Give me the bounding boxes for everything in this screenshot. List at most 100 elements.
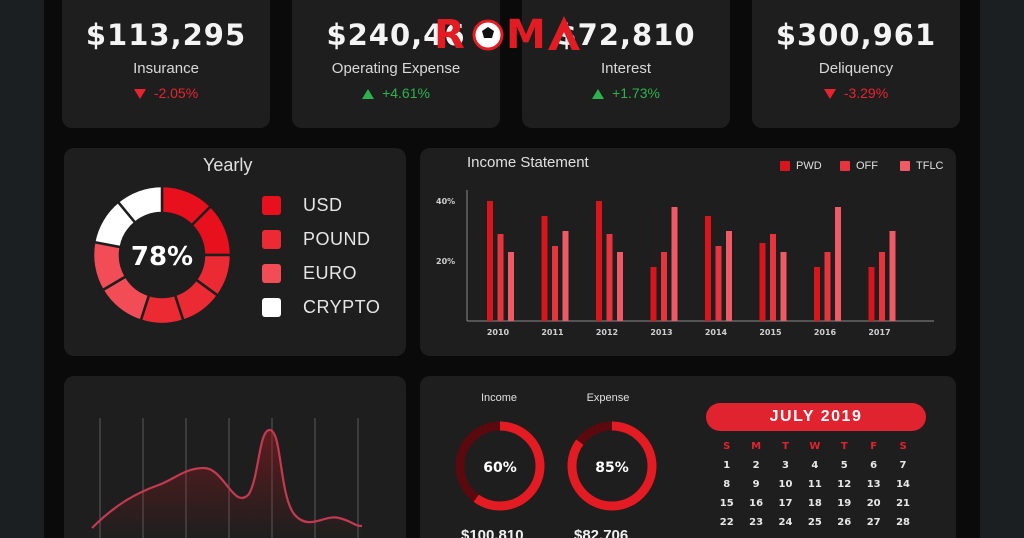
bar-off-2014 <box>715 246 722 321</box>
bar-tflc-2013 <box>671 207 678 321</box>
calendar-day[interactable]: 1 <box>723 460 731 471</box>
calendar-day[interactable]: 21 <box>896 498 910 509</box>
expense-ring-label: Expense <box>586 392 630 404</box>
calendar-day[interactable]: 9 <box>752 479 760 490</box>
income-statement-bar-chart: 20% 40% 2010 2011 2012 2013 2014 2015 2016 2017 <box>436 190 934 337</box>
calendar-day[interactable]: 22 <box>719 517 734 528</box>
bar-tflc-2017 <box>889 231 896 321</box>
kpi-card-insurance[interactable]: $113,295 Insurance -2.05% <box>62 0 270 128</box>
yearly-title: Yearly <box>203 155 253 175</box>
calendar-day[interactable]: 7 <box>899 460 907 471</box>
legend-label: TFLC <box>916 160 944 172</box>
kpi-delta: +1.73% <box>522 85 730 101</box>
right-edge-strip <box>980 0 1024 538</box>
income-amount: $100,810 <box>461 527 524 538</box>
bar-pwd-2017 <box>868 267 875 321</box>
calendar-day[interactable]: 27 <box>866 517 881 528</box>
x-tick-label: 2016 <box>814 328 837 337</box>
legend-swatch <box>780 161 790 171</box>
kpi-value: $300,961 <box>775 18 937 52</box>
calendar-day[interactable]: 19 <box>837 498 852 509</box>
calendar-day[interactable]: 3 <box>781 460 789 471</box>
kpi-value: $72,810 <box>556 18 696 52</box>
calendar-week-row: 22 23 24 25 26 27 28 <box>712 513 918 532</box>
calendar-day[interactable]: 14 <box>896 479 910 490</box>
bar-off-2010 <box>497 234 504 321</box>
bar-tflc-2011 <box>562 231 569 321</box>
legend-item-pwd: PWD <box>780 160 822 172</box>
bar-pwd-2015 <box>759 243 766 321</box>
bar-tflc-2010 <box>508 252 514 321</box>
calendar-day[interactable]: 23 <box>749 517 764 528</box>
bar-tflc-2012 <box>617 252 623 321</box>
weekday-label: W <box>809 441 821 452</box>
x-tick-label: 2015 <box>759 328 782 337</box>
bar-off-2013 <box>661 252 667 321</box>
legend-label: USD <box>303 194 343 215</box>
bar-off-2017 <box>879 252 885 321</box>
x-tick-label: 2014 <box>705 328 728 337</box>
bar-off-2012 <box>606 234 613 321</box>
y-tick-label: 40% <box>436 197 455 206</box>
legend-swatch <box>262 263 281 283</box>
calendar-day[interactable]: 18 <box>807 498 822 509</box>
calendar-week-row: 15 16 17 18 19 20 21 <box>712 494 918 513</box>
legend-item-crypto: CRYPTO <box>262 297 380 317</box>
legend-label: PWD <box>796 160 822 172</box>
up-arrow-icon <box>592 89 605 100</box>
calendar-day[interactable]: 8 <box>723 479 731 490</box>
calendar-day[interactable]: 4 <box>811 460 819 471</box>
weekday-label: S <box>899 441 907 452</box>
income-ring-value: 60% <box>483 460 517 476</box>
kpi-label: Insurance <box>133 60 199 77</box>
bar-pwd-2013 <box>650 267 657 321</box>
calendar-month-header[interactable]: JULY 2019 <box>706 403 926 431</box>
calendar-day[interactable]: 2 <box>752 460 760 471</box>
legend-item-euro: EURO <box>262 263 357 283</box>
bar-pwd-2010 <box>487 201 493 321</box>
kpi-card-deliquency[interactable]: $300,961 Deliquency -3.29% <box>752 0 960 128</box>
kpi-delta: -3.29% <box>752 85 960 101</box>
kpi-delta: -2.05% <box>62 85 270 101</box>
trend-line <box>91 428 363 529</box>
x-tick-label: 2011 <box>541 328 564 337</box>
calendar-day[interactable]: 10 <box>778 479 793 490</box>
expense-ring-value: 85% <box>595 460 629 476</box>
calendar-day[interactable]: 5 <box>840 460 848 471</box>
calendar-day[interactable]: 6 <box>870 460 878 471</box>
legend-item-tflc: TFLC <box>900 160 944 172</box>
calendar-day[interactable]: 16 <box>749 498 764 509</box>
income-statement-title: Income Statement <box>467 154 589 171</box>
legend-label: POUND <box>303 228 371 249</box>
calendar-day[interactable]: 24 <box>778 517 793 528</box>
legend-label: OFF <box>856 160 878 172</box>
bar-tflc-2015 <box>780 252 787 321</box>
calendar-day[interactable]: 15 <box>719 498 734 509</box>
calendar-day[interactable]: 20 <box>866 498 881 509</box>
legend-item-usd: USD <box>262 195 343 215</box>
calendar-day[interactable]: 28 <box>896 517 910 528</box>
yearly-donut-chart: 78% <box>92 185 232 325</box>
calendar-day[interactable]: 17 <box>778 498 793 509</box>
down-arrow-icon <box>133 89 146 100</box>
kpi-card-interest[interactable]: $72,810 Interest +1.73% <box>522 0 730 128</box>
calendar-day[interactable]: 26 <box>837 517 852 528</box>
calendar-grid: S M T W T F S 1 2 3 4 5 6 7 8 9 10 11 12… <box>712 437 918 532</box>
kpi-label: Operating Expense <box>331 60 461 77</box>
calendar-day[interactable]: 13 <box>866 479 881 490</box>
calendar-day[interactable]: 12 <box>837 479 852 490</box>
calendar-day[interactable]: 25 <box>807 517 822 528</box>
calendar-week-row: 1 2 3 4 5 6 7 <box>712 456 918 475</box>
kpi-card-operating-expense[interactable]: $240,46 Operating Expense +4.61% <box>292 0 500 128</box>
income-ring-chart: 60% <box>455 421 545 511</box>
weekday-label: M <box>751 441 762 452</box>
x-tick-label: 2013 <box>650 328 672 337</box>
calendar-week-row: 8 9 10 11 12 13 14 <box>712 475 918 494</box>
income-ring-arc <box>455 421 545 511</box>
calendar-day[interactable]: 11 <box>807 479 822 490</box>
x-tick-label: 2017 <box>868 328 890 337</box>
bar-pwd-2012 <box>596 201 602 321</box>
svg-text:R: R <box>434 12 464 58</box>
legend-swatch <box>262 297 281 317</box>
left-edge-strip <box>0 0 44 538</box>
